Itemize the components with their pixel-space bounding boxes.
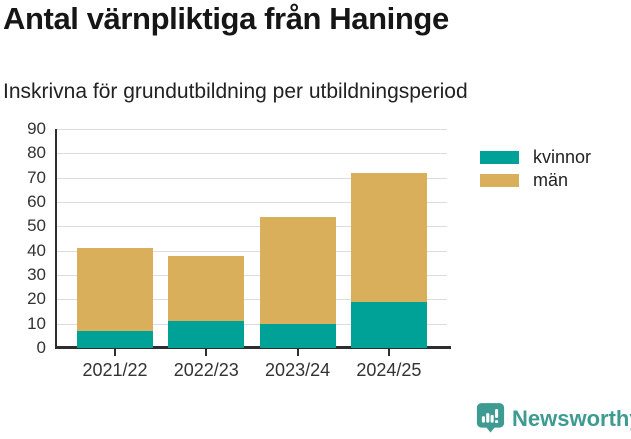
bar-segment-män-2023-24	[259, 216, 336, 324]
bar-segment-kvinnor-2021-22	[77, 330, 153, 348]
legend: kvinnor män	[480, 146, 591, 192]
y-tick-label-50: 50	[27, 216, 46, 236]
y-tick-label-10: 10	[27, 313, 46, 333]
y-tick-label-20: 20	[27, 289, 46, 309]
y-tick-label-80: 80	[27, 143, 46, 163]
y-tick-label-40: 40	[27, 240, 46, 260]
chart-subtitle: Inskrivna för grundutbildning per utbild…	[3, 80, 468, 103]
gridline-90	[57, 129, 447, 130]
x-axis-line	[55, 346, 451, 349]
newsworthy-wordmark: Newsworthy	[512, 405, 631, 431]
bar-segment-kvinnor-2024-25	[350, 301, 427, 348]
bar-segment-män-2022-23	[168, 255, 245, 322]
gridline-80	[57, 153, 447, 155]
gridline-50	[57, 226, 447, 228]
x-tick-label-2024-25: 2024/25	[356, 360, 422, 380]
gridline-70	[57, 177, 447, 179]
y-tick-label-0: 0	[36, 338, 46, 357]
x-tick-2023-24	[296, 349, 299, 356]
y-axis-line	[55, 129, 57, 349]
gridline-60	[57, 202, 447, 203]
legend-swatch-kvinnor	[480, 151, 519, 164]
x-tick-2021-22	[114, 349, 116, 356]
plot-area	[57, 129, 447, 348]
bar-segment-män-2024-25	[350, 172, 427, 302]
gridline-40	[57, 250, 447, 252]
bar-segment-kvinnor-2023-24	[259, 323, 336, 348]
bar-segment-män-2021-22	[77, 248, 153, 331]
chart-title: Antal värnpliktiga från Haninge	[3, 1, 449, 36]
y-tick-label-70: 70	[27, 167, 46, 187]
gridline-30	[57, 275, 447, 276]
x-tick-label-2021-22: 2021/22	[82, 360, 148, 380]
legend-swatch-män	[480, 174, 519, 187]
x-tick-label-2023-24: 2023/24	[265, 360, 331, 380]
x-tick-2022-23	[205, 349, 208, 356]
legend-item-män: män	[480, 169, 591, 192]
newsworthy-logo: Newsworthy	[476, 402, 631, 435]
x-tick-2024-25	[387, 349, 390, 356]
gridline-10	[57, 323, 447, 325]
y-tick-label-90: 90	[27, 119, 46, 138]
legend-label-kvinnor: kvinnor	[533, 147, 592, 167]
newsworthy-icon	[476, 403, 505, 433]
gridline-20	[57, 299, 447, 301]
x-tick-label-2022-23: 2022/23	[173, 360, 239, 380]
y-tick-label-60: 60	[27, 192, 46, 211]
y-tick-label-30: 30	[27, 265, 46, 284]
legend-item-kvinnor: kvinnor	[480, 146, 591, 169]
bar-segment-kvinnor-2022-23	[168, 321, 245, 348]
legend-label-män: män	[533, 170, 569, 190]
